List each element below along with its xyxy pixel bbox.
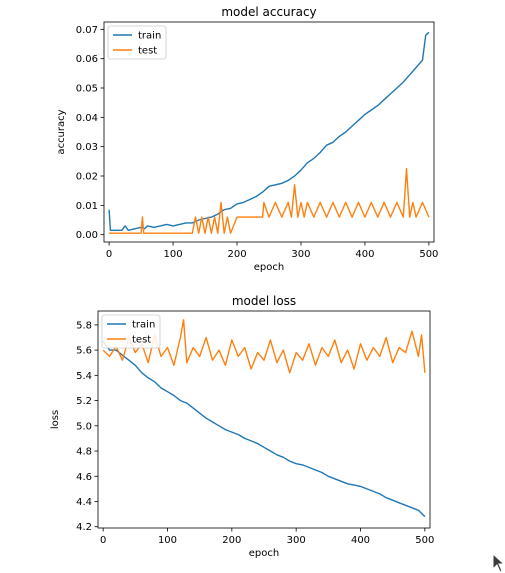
x-axis-label: epoch bbox=[254, 262, 284, 273]
chart-title: model accuracy bbox=[221, 5, 316, 19]
y-tick-label: 0.04 bbox=[76, 113, 98, 124]
mouse-cursor-icon bbox=[492, 553, 505, 573]
y-tick-label: 0.02 bbox=[76, 172, 98, 183]
x-tick-label: 100 bbox=[164, 249, 183, 260]
y-tick-label: 4.4 bbox=[76, 497, 92, 508]
series-line-train bbox=[102, 340, 426, 518]
y-tick-label: 5.4 bbox=[76, 371, 92, 382]
y-tick-label: 5.2 bbox=[76, 396, 92, 407]
series-line-train bbox=[108, 31, 430, 232]
y-tick-label: 4.8 bbox=[76, 447, 92, 458]
x-tick-label: 500 bbox=[419, 249, 438, 260]
accuracy-chart: 0 100 200 300 400 500 0.00 0.01 0.02 0.03 0.04 0.05… bbox=[56, 5, 438, 273]
y-tick-label: 5.0 bbox=[76, 421, 92, 432]
x-tick-label: 0 bbox=[106, 249, 112, 260]
legend-label-train: train bbox=[138, 31, 161, 42]
legend: train test bbox=[107, 25, 167, 60]
chart-title: model loss bbox=[232, 294, 296, 308]
series-line-test bbox=[102, 319, 426, 374]
y-tick-label: 0.03 bbox=[76, 142, 98, 153]
y-tick-label: 4.6 bbox=[76, 472, 92, 483]
x-tick-label: 500 bbox=[415, 535, 434, 546]
y-axis-label: accuracy bbox=[56, 109, 67, 154]
x-tick-label: 200 bbox=[222, 535, 241, 546]
plot-frame bbox=[97, 310, 431, 529]
y-tick-label: 5.8 bbox=[76, 320, 92, 331]
y-tick-label: 5.6 bbox=[76, 346, 92, 357]
x-tick-label: 100 bbox=[158, 535, 177, 546]
y-tick-label: 0.06 bbox=[76, 54, 98, 65]
y-axis-label: loss bbox=[50, 410, 61, 429]
legend-label-test: test bbox=[132, 335, 151, 346]
plot-frame bbox=[103, 21, 435, 243]
y-tick-label: 0.01 bbox=[76, 201, 98, 212]
loss-chart: 0 100 200 300 400 500 4.2 4.4 4.6 4.8 5.0 5.2 5.4 5.6… bbox=[50, 294, 434, 559]
y-tick-label: 4.2 bbox=[76, 522, 92, 533]
x-tick-label: 400 bbox=[351, 535, 370, 546]
x-tick-label: 300 bbox=[291, 249, 310, 260]
x-tick-label: 0 bbox=[100, 535, 106, 546]
legend-label-train: train bbox=[132, 320, 155, 331]
series-line-test bbox=[109, 167, 430, 234]
x-axis-label: epoch bbox=[249, 548, 279, 559]
legend-label-test: test bbox=[138, 46, 157, 57]
y-tick-label: 0.00 bbox=[76, 230, 98, 241]
x-tick-label: 300 bbox=[287, 535, 306, 546]
x-tick-label: 400 bbox=[355, 249, 374, 260]
legend: train test bbox=[101, 314, 161, 349]
y-tick-label: 0.05 bbox=[76, 84, 98, 95]
y-tick-label: 0.07 bbox=[76, 25, 98, 36]
x-tick-label: 200 bbox=[227, 249, 246, 260]
